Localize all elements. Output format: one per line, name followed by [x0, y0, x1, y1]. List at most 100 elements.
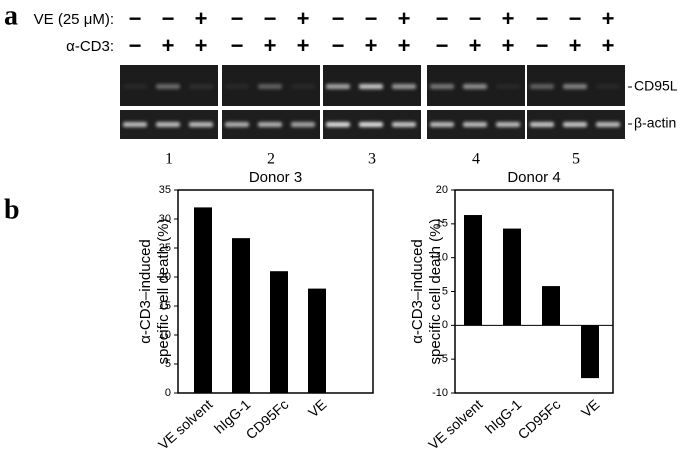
treatment-sign: +	[502, 33, 515, 58]
bar	[503, 228, 521, 326]
y-tick-label: -10	[432, 387, 448, 399]
treatment-sign: +	[365, 33, 378, 58]
donor-number: 2	[267, 151, 275, 168]
chart-title: Donor 4	[507, 169, 560, 186]
donor-number: 4	[472, 151, 480, 168]
gel-band	[189, 84, 213, 89]
gel-band	[156, 84, 180, 89]
treatment-sign: −	[332, 6, 345, 31]
gel-band	[189, 122, 213, 127]
gel-band	[530, 122, 554, 127]
gel-band	[123, 122, 147, 127]
treatment-sign: +	[569, 33, 582, 58]
treatment-sign: −	[469, 6, 482, 31]
bar	[542, 286, 560, 326]
treatment-sign: +	[502, 6, 515, 31]
chart-title: Donor 3	[249, 169, 302, 186]
donor-number: 3	[368, 151, 376, 168]
treatment-sign: −	[231, 6, 244, 31]
gel-band	[463, 122, 487, 127]
gel-band	[596, 84, 620, 89]
treatment-sign: −	[536, 33, 549, 58]
gel-band	[359, 122, 383, 127]
gel-band	[496, 84, 520, 89]
y-tick-label: 5	[442, 285, 448, 297]
gel-band	[496, 122, 520, 127]
treatment-sign: +	[195, 6, 208, 31]
treatment-sign: −	[436, 33, 449, 58]
bar	[464, 215, 482, 326]
treatment-sign: +	[264, 33, 277, 58]
x-tick-label: VE solvent	[155, 396, 216, 453]
treatment-sign: −	[231, 33, 244, 58]
treatment-sign: +	[297, 33, 310, 58]
y-tick-label: 5	[165, 358, 171, 370]
y-tick-label: -5	[438, 353, 448, 365]
y-tick-label: 25	[159, 242, 171, 254]
x-tick-label: VE	[305, 396, 330, 420]
row-label: α-CD3:	[66, 38, 114, 55]
bar	[270, 271, 288, 393]
x-tick-label: CD95Fc	[243, 396, 292, 442]
x-tick-label: VE solvent	[425, 396, 486, 453]
gel-band	[123, 84, 147, 89]
bar	[232, 238, 250, 393]
donor-number: 1	[165, 151, 173, 168]
treatment-sign: +	[162, 33, 175, 58]
gel-band	[225, 84, 249, 89]
gel-band	[225, 122, 249, 127]
y-tick-label: 15	[436, 218, 448, 230]
x-tick-label: CD95Fc	[515, 396, 564, 442]
gel-band	[563, 84, 587, 89]
treatment-sign: −	[332, 33, 345, 58]
gel-label: β-actin	[634, 115, 676, 131]
gel-band	[291, 122, 315, 127]
y-tick-label: 10	[159, 329, 171, 341]
gel-band	[326, 84, 350, 89]
x-tick-label: VE	[578, 396, 603, 420]
treatment-sign: −	[129, 33, 142, 58]
gel-band	[392, 84, 416, 89]
gel-label: CD95L	[634, 78, 678, 94]
y-tick-label: 0	[442, 319, 448, 331]
donor-number: 5	[572, 151, 580, 168]
gel-band	[430, 122, 454, 127]
gel-band	[326, 122, 350, 127]
y-tick-label: 35	[159, 184, 171, 196]
bar	[194, 207, 212, 393]
y-tick-label: 20	[159, 271, 171, 283]
treatment-sign: +	[297, 6, 310, 31]
treatment-sign: −	[264, 6, 277, 31]
y-tick-label: 0	[165, 387, 171, 399]
y-axis-label: specific cell death (%)	[155, 219, 172, 365]
y-axis-label: specific cell death (%)	[427, 219, 444, 365]
y-axis-label: α-CD3–induced	[137, 239, 154, 344]
treatment-sign: −	[162, 6, 175, 31]
y-tick-label: 10	[436, 252, 448, 264]
treatment-sign: +	[398, 33, 411, 58]
gel-band	[563, 122, 587, 127]
treatment-sign: −	[129, 6, 142, 31]
gel-band	[463, 84, 487, 89]
bar	[581, 325, 599, 379]
gel-band	[291, 84, 315, 89]
y-tick-label: 30	[159, 213, 171, 225]
gel-band	[530, 84, 554, 89]
row-label: VE (25 μM):	[34, 11, 114, 28]
treatment-sign: −	[569, 6, 582, 31]
gel-band	[430, 84, 454, 89]
treatment-sign: +	[469, 33, 482, 58]
y-tick-label: 20	[436, 184, 448, 196]
panel-label: a	[4, 0, 18, 31]
treatment-sign: −	[365, 6, 378, 31]
y-axis-label: α-CD3–induced	[409, 239, 426, 344]
treatment-sign: +	[602, 6, 615, 31]
treatment-sign: +	[195, 33, 208, 58]
gel-band	[392, 122, 416, 127]
gel-band	[258, 84, 282, 89]
panel-label: b	[4, 194, 20, 225]
gel-band	[258, 122, 282, 127]
treatment-sign: −	[436, 6, 449, 31]
y-tick-label: 15	[159, 300, 171, 312]
